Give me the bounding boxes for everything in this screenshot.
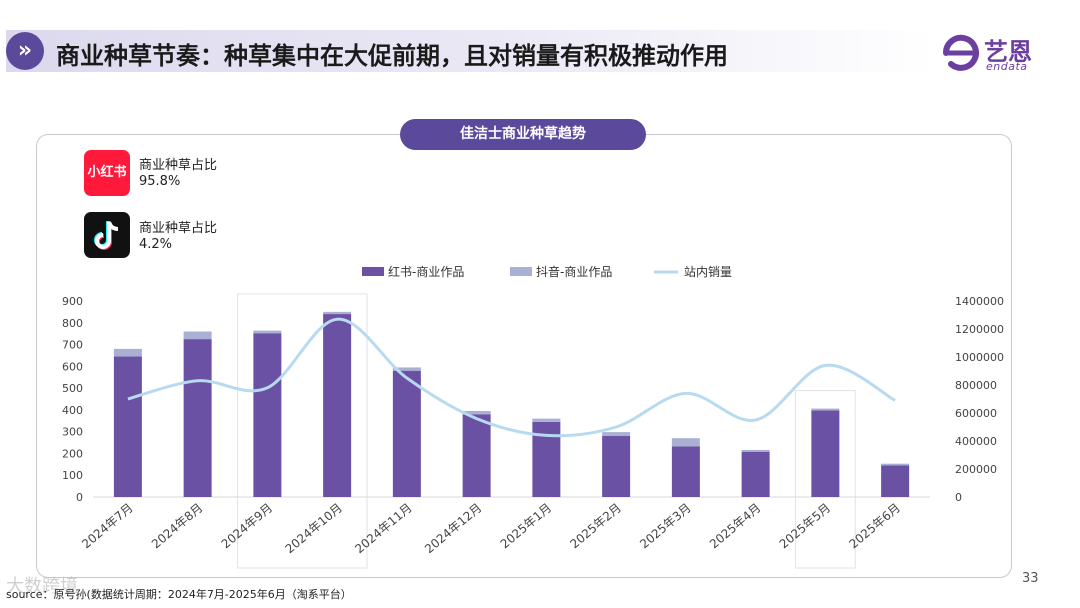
panel-title: 佳洁士商业种草趋势	[400, 119, 646, 150]
douyin-logo	[84, 212, 130, 258]
x-tick-label: 2024年10月	[283, 501, 345, 557]
watermark: 大数跨境	[6, 576, 78, 597]
douyin-share-value: 4.2%	[139, 237, 173, 252]
page-number: 33	[1022, 571, 1039, 586]
bar-dy-10	[811, 408, 840, 411]
x-tick-label: 2025年5月	[777, 501, 834, 552]
bar-xhs-7	[602, 436, 631, 497]
source-note: source：原号孙(数据统计周期：2024年7月-2025年6月（淘系平台）	[6, 588, 352, 601]
y-left-tick-label: 200	[62, 447, 83, 460]
legend-label-2: 站内销量	[684, 265, 732, 279]
x-tick-label: 2025年2月	[567, 501, 624, 552]
y-left-tick-label: 500	[62, 382, 83, 395]
bar-dy-4	[392, 367, 421, 371]
legend-label-1: 抖音-商业作品	[536, 264, 612, 279]
x-tick-label: 2024年11月	[352, 501, 414, 557]
y-right-tick-label: 1000000	[955, 351, 1004, 364]
douyin-share-label: 商业种草占比	[139, 221, 218, 236]
bar-xhs-4	[392, 370, 421, 497]
y-left-tick-label: 700	[62, 339, 83, 352]
y-right-tick-label: 0	[955, 491, 962, 504]
xiaohongshu-share-label: 商业种草占比	[139, 158, 218, 173]
legend-swatch-0	[362, 267, 384, 276]
bar-dy-9	[741, 449, 770, 452]
endata-logo: 艺恩 endata	[940, 32, 1050, 74]
y-left-tick-label: 600	[62, 360, 83, 373]
douyin-share: 商业种草占比 4.2%	[139, 221, 217, 253]
y-left-tick-label: 400	[62, 404, 83, 417]
logo-cn-text: 艺恩	[984, 38, 1032, 66]
bar-dy-1	[183, 331, 212, 340]
y-right-tick-label: 1200000	[955, 323, 1004, 336]
line-sales	[127, 317, 896, 438]
bar-dy-5	[462, 410, 491, 415]
bar-xhs-1	[183, 339, 212, 497]
x-tick-label: 2025年3月	[637, 501, 694, 552]
bar-xhs-8	[671, 446, 700, 497]
y-right-tick-label: 1400000	[955, 295, 1004, 308]
xiaohongshu-share: 商业种草占比 95.8%	[139, 158, 217, 190]
xiaohongshu-logo: 小红书	[84, 150, 130, 196]
y-left-tick-label: 0	[76, 491, 83, 504]
y-left-tick-label: 800	[62, 317, 83, 330]
endata-logo-icon	[942, 34, 979, 71]
bar-xhs-9	[741, 451, 770, 497]
y-left-tick-label: 100	[62, 469, 83, 482]
x-tick-label: 2025年4月	[707, 501, 764, 552]
header-bar	[6, 30, 936, 72]
x-tick-label: 2024年12月	[422, 501, 484, 557]
logo-en-text: endata	[986, 60, 1028, 73]
bar-xhs-2	[253, 333, 282, 497]
y-left-tick-label: 900	[62, 295, 83, 308]
xiaohongshu-share-value: 95.8%	[139, 174, 181, 189]
bar-xhs-5	[462, 414, 491, 497]
bar-dy-3	[323, 311, 352, 315]
y-right-tick-label: 800000	[955, 379, 997, 392]
bar-xhs-3	[323, 314, 352, 497]
douyin-icon	[94, 221, 119, 250]
y-right-tick-label: 600000	[955, 407, 997, 420]
y-right-tick-label: 200000	[955, 463, 997, 476]
y-right-tick-label: 400000	[955, 435, 997, 448]
bar-dy-6	[532, 418, 561, 422]
page-title: 商业种草节奏：种草集中在大促前期，且对销量有积极推动作用	[56, 42, 728, 70]
legend-label-0: 红书-商业作品	[388, 264, 464, 279]
legend-swatch-1	[510, 267, 532, 276]
y-left-tick-label: 300	[62, 426, 83, 439]
bar-dy-2	[253, 330, 282, 334]
x-tick-label: 2024年8月	[149, 501, 206, 552]
bar-dy-8	[671, 438, 700, 447]
bar-xhs-0	[113, 356, 142, 497]
bar-dy-7	[602, 432, 631, 437]
double-chevron-right-icon: »	[6, 32, 44, 70]
highlight-box-0	[237, 293, 368, 569]
x-tick-label: 2024年9月	[219, 501, 276, 552]
bar-xhs-11	[881, 465, 910, 497]
bar-dy-11	[881, 463, 910, 466]
x-tick-label: 2025年1月	[498, 501, 555, 552]
highlight-box-1	[795, 390, 856, 569]
bar-dy-0	[113, 348, 142, 357]
bar-xhs-10	[811, 410, 840, 497]
x-tick-label: 2024年7月	[79, 501, 136, 552]
